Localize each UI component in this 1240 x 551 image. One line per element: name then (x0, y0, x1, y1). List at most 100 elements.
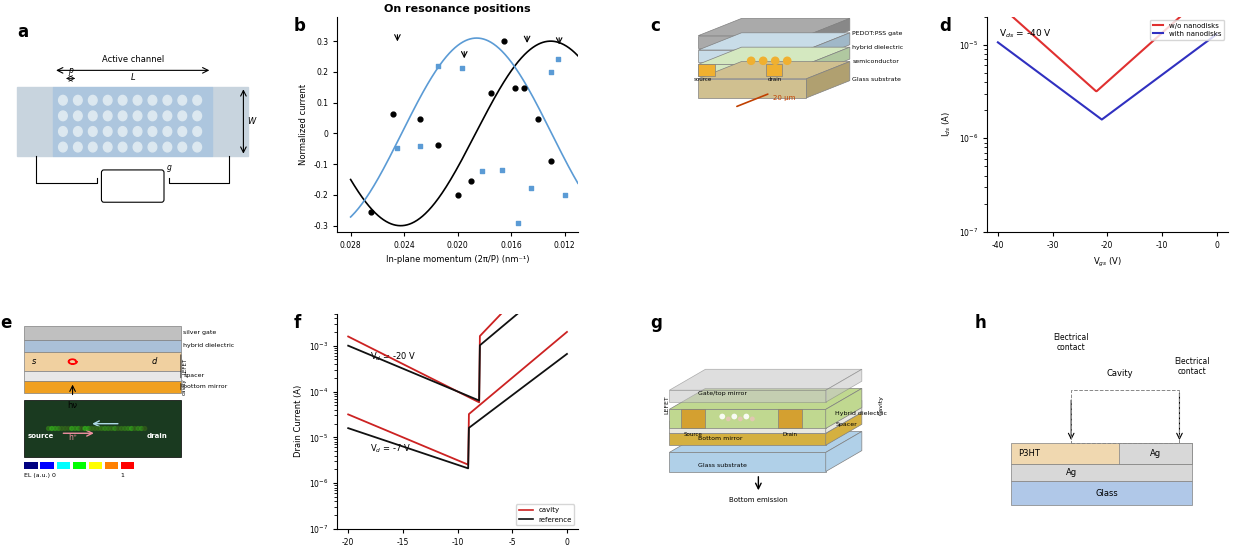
Polygon shape (698, 79, 806, 98)
Circle shape (162, 111, 171, 121)
with nanodisks (1176, 56, 1190, 62)
Polygon shape (826, 431, 862, 472)
Polygon shape (670, 401, 862, 422)
Circle shape (140, 426, 144, 430)
Point (428, 62, 448, 71)
Circle shape (148, 95, 156, 105)
Circle shape (193, 142, 202, 152)
Polygon shape (806, 47, 849, 77)
Polygon shape (698, 64, 806, 77)
Point (508, 219, 528, 228)
Bar (88, 462, 103, 469)
Circle shape (760, 57, 766, 64)
Text: cavity: cavity (182, 379, 187, 395)
Circle shape (193, 127, 202, 136)
Circle shape (107, 426, 110, 430)
Circle shape (143, 426, 146, 430)
Circle shape (99, 426, 103, 430)
Circle shape (103, 426, 107, 430)
Circle shape (129, 426, 134, 430)
Text: Drain: Drain (782, 431, 797, 436)
Text: h: h (975, 314, 987, 332)
Circle shape (748, 57, 755, 64)
Circle shape (63, 426, 67, 430)
Text: Ag: Ag (1065, 468, 1076, 477)
Polygon shape (670, 433, 826, 445)
Circle shape (109, 426, 114, 430)
Text: L: L (130, 73, 135, 82)
Circle shape (133, 95, 141, 105)
Bar (212, 87, 248, 156)
Text: g: g (650, 314, 662, 332)
Text: PEDOT:PSS gate: PEDOT:PSS gate (852, 30, 903, 35)
Polygon shape (698, 36, 806, 47)
Circle shape (73, 142, 82, 152)
Circle shape (126, 426, 130, 430)
Circle shape (133, 111, 141, 121)
w/o nanodisks (1176, 11, 1190, 18)
Text: drain: drain (146, 433, 167, 439)
Text: Electrical
contact: Electrical contact (1174, 356, 1209, 376)
Point (481, 88, 501, 97)
Circle shape (58, 111, 67, 121)
Circle shape (162, 95, 171, 105)
Point (451, 64, 471, 73)
Circle shape (47, 426, 51, 430)
Point (554, 191, 574, 199)
w/o nanodisks (1189, 0, 1204, 5)
Circle shape (103, 127, 112, 136)
Circle shape (784, 57, 791, 64)
Circle shape (67, 426, 71, 430)
Point (541, 67, 560, 76)
Text: hybrid dielectric: hybrid dielectric (852, 45, 904, 50)
Y-axis label: Normalized current: Normalized current (299, 84, 308, 165)
Circle shape (83, 426, 87, 430)
Text: source: source (29, 433, 55, 439)
Polygon shape (826, 369, 862, 402)
Polygon shape (698, 47, 849, 64)
Bar (1011, 464, 1192, 481)
Polygon shape (670, 431, 862, 452)
Bar (104, 462, 118, 469)
Point (548, 55, 568, 63)
Polygon shape (806, 18, 849, 47)
Text: g: g (166, 163, 171, 172)
Polygon shape (670, 452, 826, 472)
Circle shape (719, 414, 725, 419)
X-axis label: V$_{gs}$ (V): V$_{gs}$ (V) (1092, 256, 1122, 268)
Point (448, 191, 467, 199)
w/o nanodisks (1121, 59, 1136, 66)
Bar (777, 409, 802, 429)
Circle shape (79, 426, 83, 430)
Text: Active channel: Active channel (102, 55, 164, 63)
Circle shape (53, 426, 57, 430)
Circle shape (97, 426, 100, 430)
Text: Glass substrate: Glass substrate (698, 463, 746, 468)
Circle shape (162, 142, 171, 152)
Text: W: W (247, 117, 255, 126)
Circle shape (73, 426, 77, 430)
Circle shape (771, 57, 779, 64)
Polygon shape (698, 18, 849, 36)
Bar (41, 462, 55, 469)
Point (505, 84, 525, 93)
Point (361, 207, 381, 216)
w/o nanodisks (1121, 60, 1136, 67)
with nanodisks (991, 40, 1006, 46)
Circle shape (118, 95, 126, 105)
Legend: w/o nanodisks, with nanodisks: w/o nanodisks, with nanodisks (1149, 20, 1224, 40)
Point (410, 114, 430, 123)
Point (383, 110, 403, 119)
Point (410, 142, 430, 151)
Text: Glass substrate: Glass substrate (852, 77, 901, 82)
Circle shape (179, 95, 186, 105)
Circle shape (148, 127, 156, 136)
Text: Cavity: Cavity (879, 395, 884, 414)
Circle shape (69, 426, 73, 430)
Circle shape (73, 95, 82, 105)
Polygon shape (670, 409, 826, 429)
Text: Bottom emission: Bottom emission (729, 496, 787, 503)
Point (492, 165, 512, 174)
Text: LEFET: LEFET (182, 358, 187, 374)
Text: 20 μm: 20 μm (773, 95, 795, 101)
